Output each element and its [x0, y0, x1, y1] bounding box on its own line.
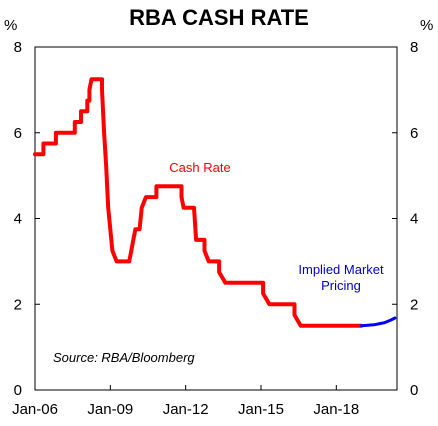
x-tick-label: Jan-15: [238, 401, 284, 418]
y-tick-label-right: 8: [410, 39, 418, 56]
y-tick-label-left: 6: [14, 125, 22, 142]
y-tick-label-left: 4: [14, 211, 22, 228]
implied-pricing-line: [359, 316, 397, 328]
y-tick-label-left: 2: [14, 296, 22, 313]
x-tick-label: Jan-06: [12, 401, 58, 418]
axis-ticks: 0 0 2 2 4 4 6 6 8 8 Jan-06 Jan-09 Jan-12 Jan-15 Jan-18: [12, 39, 418, 418]
right-axis-unit: %: [420, 17, 433, 34]
y-tick-label-left: 8: [14, 39, 22, 56]
source-note: Source: RBA/Bloomberg: [53, 350, 195, 365]
y-tick-label-right: 2: [410, 296, 418, 313]
cash-rate-annotation: Cash Rate: [169, 160, 230, 175]
x-tick-label: Jan-12: [163, 401, 209, 418]
y-tick-label-left: 0: [14, 382, 22, 399]
cash-rate-line: [33, 77, 364, 328]
implied-pricing-annotation-line1: Implied Market: [298, 262, 384, 277]
x-tick-label: Jan-18: [313, 401, 359, 418]
y-tick-label-right: 6: [410, 125, 418, 142]
implied-pricing-annotation-line2: Pricing: [321, 278, 361, 293]
left-axis-unit: %: [4, 17, 17, 34]
y-tick-label-right: 0: [410, 382, 418, 399]
chart-title: RBA CASH RATE: [129, 5, 309, 30]
series-lines: [33, 77, 397, 328]
y-tick-label-right: 4: [410, 211, 418, 228]
x-tick-label: Jan-09: [87, 401, 133, 418]
